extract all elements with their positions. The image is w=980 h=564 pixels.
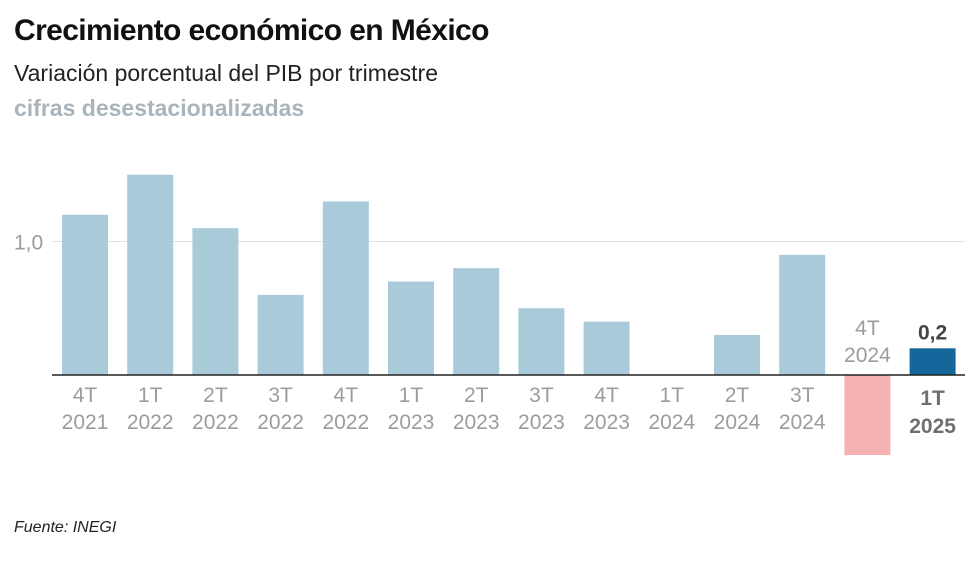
bar — [453, 268, 500, 375]
bar — [844, 375, 891, 456]
bars — [62, 174, 956, 456]
bar-chart: 1,0 4T 2021 1T 2022 2T 2022 3T 2022 4T 2022 1T 2023… — [14, 174, 965, 456]
x-tick-label-year: 2023 — [453, 411, 500, 434]
x-tick-label-quarter: 4T — [334, 384, 359, 407]
chart-subtitle: Variación porcentual del PIB por trimest… — [14, 60, 438, 86]
x-tick-label-year: 2021 — [62, 411, 109, 434]
x-tick-label-year: 2022 — [127, 411, 174, 434]
bar — [127, 174, 174, 375]
x-tick-label-quarter: 1T — [138, 384, 163, 407]
bar — [779, 254, 826, 375]
x-tick-label-year: 2024 — [714, 411, 761, 434]
x-tick-label-year: 2025 — [909, 415, 956, 438]
x-tick-label-year: 2022 — [322, 411, 369, 434]
bar — [714, 334, 760, 375]
x-tick-label-quarter: 1T — [660, 384, 685, 407]
x-tick-label-year: 2024 — [648, 411, 695, 434]
x-tick-label-quarter: 4T — [594, 384, 619, 407]
bar — [322, 201, 369, 375]
source-note: Fuente: INEGI — [14, 519, 117, 536]
x-tick-label-quarter: 3T — [529, 384, 554, 407]
chart-note: cifras desestacionalizadas — [14, 95, 305, 121]
x-tick-label-quarter: 2T — [464, 384, 489, 407]
x-tick-label-quarter: 2T — [725, 384, 750, 407]
data-label: 0,2 — [918, 321, 947, 344]
x-tick-label-year: 2022 — [257, 411, 304, 434]
x-tick-label-quarter: 4T — [73, 384, 98, 407]
bar — [518, 308, 565, 375]
bar — [192, 228, 239, 375]
x-tick-label-year: 2023 — [583, 411, 630, 434]
bar — [388, 281, 434, 375]
x-tick-label-quarter: 1T — [920, 387, 945, 410]
x-tick-label-year: 2024 — [844, 344, 891, 367]
x-tick-label-year: 2022 — [192, 411, 239, 434]
chart-title: Crecimiento económico en México — [14, 14, 489, 47]
x-tick-label-quarter: 3T — [790, 384, 815, 407]
x-tick-label-year: 2023 — [388, 411, 435, 434]
x-tick-label-quarter: 2T — [203, 384, 228, 407]
x-tick-label-year: 2024 — [779, 411, 826, 434]
y-tick-label: 1,0 — [14, 232, 43, 255]
x-tick-label-quarter: 3T — [268, 384, 293, 407]
bar — [583, 321, 630, 375]
tick-labels: 4T 2021 1T 2022 2T 2022 3T 2022 4T 2022 1T 2023 2T 20… — [62, 317, 957, 438]
bar — [62, 214, 108, 375]
x-tick-label-quarter: 1T — [399, 384, 424, 407]
x-tick-label-quarter: 4T — [855, 317, 880, 340]
bar — [909, 348, 956, 375]
x-tick-label-year: 2023 — [518, 411, 565, 434]
bar — [257, 294, 304, 375]
